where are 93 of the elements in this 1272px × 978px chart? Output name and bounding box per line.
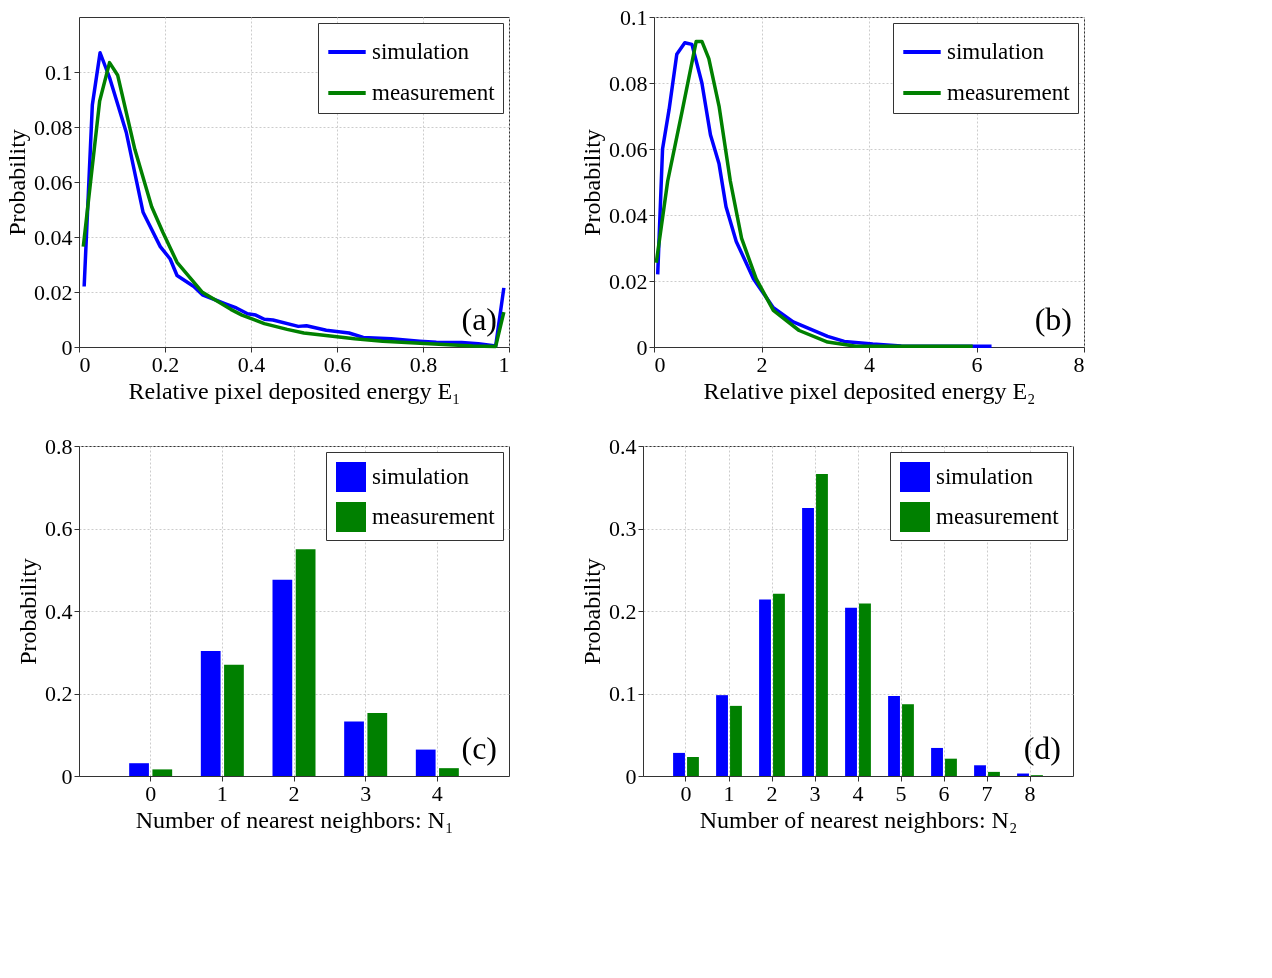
bar (295, 549, 316, 776)
x-tick-label: 2 (288, 780, 300, 806)
y-tick-label: 0.3 (609, 516, 637, 541)
y-tick-label: 0 (625, 763, 637, 789)
bar (816, 474, 828, 776)
x-axis-title: Number of nearest neighbors: N₂ (699, 806, 1018, 833)
legend-label: measurement (936, 504, 1060, 529)
x-tick-label: 6 (938, 780, 950, 806)
y-tick-label: 0.1 (620, 4, 648, 30)
bar (152, 769, 173, 776)
y-tick-label: 0 (61, 334, 73, 360)
bar (415, 749, 436, 776)
y-tick-label: 0.04 (609, 202, 648, 228)
legend-label: measurement (372, 504, 496, 529)
bar (845, 607, 857, 776)
x-tick-label: 4 (852, 780, 864, 806)
bar (974, 765, 986, 776)
bar (773, 593, 785, 776)
bar (344, 721, 364, 776)
y-tick-label: 0.02 (609, 268, 648, 294)
bar (200, 651, 221, 776)
bar (687, 757, 699, 776)
bar (859, 603, 871, 776)
y-tick-label: 0.2 (609, 598, 637, 624)
x-tick-label: 0.2 (151, 351, 180, 377)
annotation: (b) (1034, 301, 1072, 337)
y-axis-title: Probability (15, 558, 41, 665)
y-tick-label: 0.1 (45, 59, 73, 85)
y-axis-title: Probability (579, 129, 605, 236)
x-tick-label: 0.4 (237, 351, 266, 377)
x-tick-label: 1 (723, 780, 735, 806)
y-tick-label: 0 (61, 763, 73, 789)
x-axis-title: Relative pixel deposited energy E₂ (703, 377, 1036, 404)
bar (802, 507, 814, 776)
y-tick-label: 0.2 (45, 681, 73, 706)
x-tick-label: 0 (654, 351, 666, 377)
x-tick-label: 4 (864, 351, 875, 377)
bar (439, 768, 459, 776)
y-tick-label: 0.02 (34, 279, 73, 305)
x-tick-label: 0 (145, 780, 157, 806)
y-tick-label: 0.4 (609, 433, 637, 459)
y-tick-label: 0.1 (609, 681, 637, 706)
x-tick-label: 8 (1073, 351, 1085, 377)
bar (716, 695, 728, 776)
bar (129, 763, 149, 776)
x-tick-label: 4 (431, 780, 443, 806)
y-tick-label: 0.08 (34, 114, 73, 140)
bar (988, 771, 1000, 776)
x-tick-label: 0.6 (323, 351, 352, 377)
bar (759, 599, 771, 776)
y-tick-label: 0.06 (34, 169, 73, 195)
x-axis-title: Relative pixel deposited energy E₁ (128, 377, 461, 404)
y-axis-title: Probability (4, 129, 30, 236)
x-tick-label: 0 (79, 351, 91, 377)
x-tick-label: 1 (498, 351, 510, 377)
x-tick-label: 8 (1024, 780, 1036, 806)
x-tick-label: 0 (680, 780, 692, 806)
annotation: (c) (461, 730, 497, 766)
legend-label: measurement (372, 80, 496, 105)
legend-label: simulation (372, 39, 470, 64)
y-tick-label: 0.06 (609, 136, 648, 162)
bar (367, 712, 388, 776)
x-tick-label: 2 (766, 780, 778, 806)
x-tick-label: 3 (809, 780, 821, 806)
bar (224, 664, 244, 776)
y-tick-label: 0 (636, 334, 648, 360)
legend-label: measurement (947, 80, 1071, 105)
x-tick-label: 2 (756, 351, 768, 377)
y-tick-label: 0.6 (45, 516, 73, 541)
annotation: (d) (1023, 730, 1061, 766)
x-tick-label: 5 (895, 780, 907, 806)
legend-label: simulation (936, 464, 1034, 489)
x-tick-label: 3 (360, 780, 372, 806)
y-tick-label: 0.8 (45, 433, 73, 459)
y-tick-label: 0.08 (609, 70, 648, 96)
bar (730, 705, 742, 776)
y-tick-label: 0.4 (45, 598, 73, 624)
x-tick-label: 6 (971, 351, 983, 377)
x-tick-label: 0.8 (409, 351, 438, 377)
legend-label: simulation (372, 464, 470, 489)
x-tick-label: 7 (981, 780, 993, 806)
bar (931, 747, 943, 776)
y-axis-title: Probability (579, 558, 605, 665)
annotation: (a) (461, 301, 497, 337)
bar (272, 579, 293, 776)
x-axis-title: Number of nearest neighbors: N₁ (135, 806, 454, 833)
legend-label: simulation (947, 39, 1045, 64)
bar (888, 695, 900, 776)
bar (945, 758, 957, 776)
bar (673, 752, 685, 776)
y-tick-label: 0.04 (34, 224, 73, 250)
x-tick-label: 1 (216, 780, 228, 806)
bar (902, 704, 914, 776)
